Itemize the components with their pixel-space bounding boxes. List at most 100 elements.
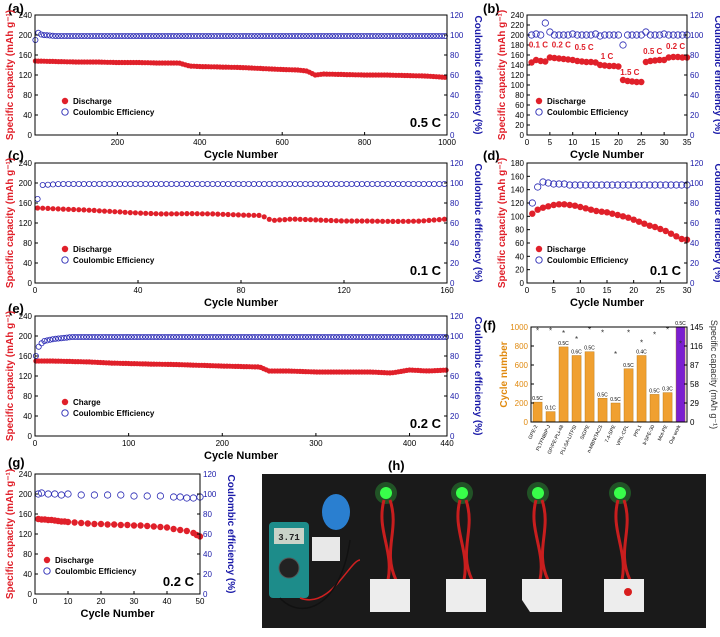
legend-marker-discharge [61, 97, 69, 105]
efficiency-series [32, 333, 450, 359]
capacity-point: * [679, 340, 682, 349]
data-point [32, 352, 39, 359]
data-point [598, 181, 606, 189]
x-tick-label: 200 [111, 138, 125, 147]
burn-mark [624, 588, 632, 596]
y2-tick-label: 100 [203, 490, 217, 499]
y-axis-title: Specific capacity (mAh g⁻¹) [5, 158, 16, 288]
data-point [395, 218, 401, 224]
data-point [286, 33, 293, 40]
y-tick-label: 80 [515, 226, 524, 235]
data-point [404, 33, 411, 40]
data-point [344, 218, 350, 224]
data-point [341, 333, 348, 340]
y2-tick-label: 145 [690, 323, 704, 332]
y2-tick-label: 60 [450, 71, 459, 80]
data-point [601, 31, 609, 39]
data-point [114, 333, 121, 340]
data-point [624, 181, 632, 189]
data-point [573, 31, 581, 39]
green-led [456, 487, 468, 499]
data-point [134, 333, 141, 340]
data-point [313, 333, 320, 340]
data-point [148, 333, 155, 340]
data-point [141, 33, 148, 40]
data-point [555, 180, 563, 188]
data-point [35, 343, 42, 350]
data-point [65, 206, 72, 212]
data-point [183, 494, 191, 502]
y2-tick-label: 40 [203, 550, 212, 559]
data-point [637, 31, 645, 39]
data-point [117, 491, 125, 499]
data-point [153, 211, 159, 217]
data-point [91, 520, 98, 528]
data-point [296, 333, 303, 340]
data-point [96, 208, 102, 214]
bar [649, 394, 660, 423]
data-point [266, 180, 273, 187]
pouch-cell [604, 579, 644, 612]
data-point [251, 333, 258, 340]
legend-label: Coulombic Efficiency [547, 108, 629, 117]
y-tick-label: 60 [515, 239, 524, 248]
data-point [338, 33, 345, 40]
data-point [415, 33, 422, 40]
discharge-series [33, 358, 449, 376]
data-point [350, 333, 357, 340]
y2-tick-label: 0 [690, 131, 695, 140]
data-point [640, 181, 648, 189]
data-point [158, 180, 165, 187]
data-point [58, 335, 65, 342]
data-point [103, 333, 110, 340]
x-tick-label: 20 [629, 286, 638, 295]
data-point [91, 333, 98, 340]
data-point [266, 216, 272, 222]
data-point [392, 333, 399, 340]
y2-tick-label: 80 [690, 51, 699, 60]
panel-label: (f) [483, 318, 496, 333]
y-tick-label: 200 [19, 179, 33, 188]
y2-tick-label: 40 [450, 239, 459, 248]
data-point [328, 180, 335, 187]
data-point [323, 33, 330, 40]
capacity-point: * [666, 325, 669, 334]
category-label: Our work [668, 424, 682, 445]
y-axis-title: Specific capacity (mAh g⁻¹) [497, 158, 508, 288]
data-point [176, 33, 183, 40]
y2-tick-label: 100 [450, 332, 464, 341]
data-point [582, 31, 591, 39]
data-point [234, 33, 241, 40]
data-point [385, 218, 391, 224]
data-point [539, 204, 547, 211]
red-clip-wire [622, 499, 632, 581]
y-tick-label: 160 [19, 51, 33, 60]
data-point [333, 180, 340, 187]
data-point [669, 31, 677, 39]
y-tick-label: 0 [28, 432, 33, 441]
y-axis-title: Specific capacity (mAh g⁻¹) [5, 10, 16, 140]
data-point [245, 33, 252, 40]
legend-marker-discharge [535, 245, 543, 253]
data-point [364, 33, 371, 40]
x-tick-label: 30 [683, 286, 692, 295]
x-tick-label: 10 [568, 138, 577, 147]
y-tick-label: 40 [23, 259, 32, 268]
data-point [216, 33, 223, 40]
data-point [361, 33, 368, 40]
data-point [260, 333, 267, 340]
data-point [433, 33, 440, 40]
bar-value-label: 0.4C [636, 350, 647, 356]
data-point [274, 333, 281, 340]
y-tick-label: 1000 [510, 323, 528, 332]
data-point [302, 333, 309, 340]
data-point [656, 56, 663, 64]
y2-tick-label: 100 [450, 31, 464, 40]
data-point [614, 181, 622, 189]
data-point [215, 333, 222, 340]
discharge-series [528, 53, 691, 86]
y-tick-label: 200 [19, 490, 33, 499]
y2-tick-label: 120 [690, 11, 704, 20]
y-tick-label: 160 [511, 51, 525, 60]
